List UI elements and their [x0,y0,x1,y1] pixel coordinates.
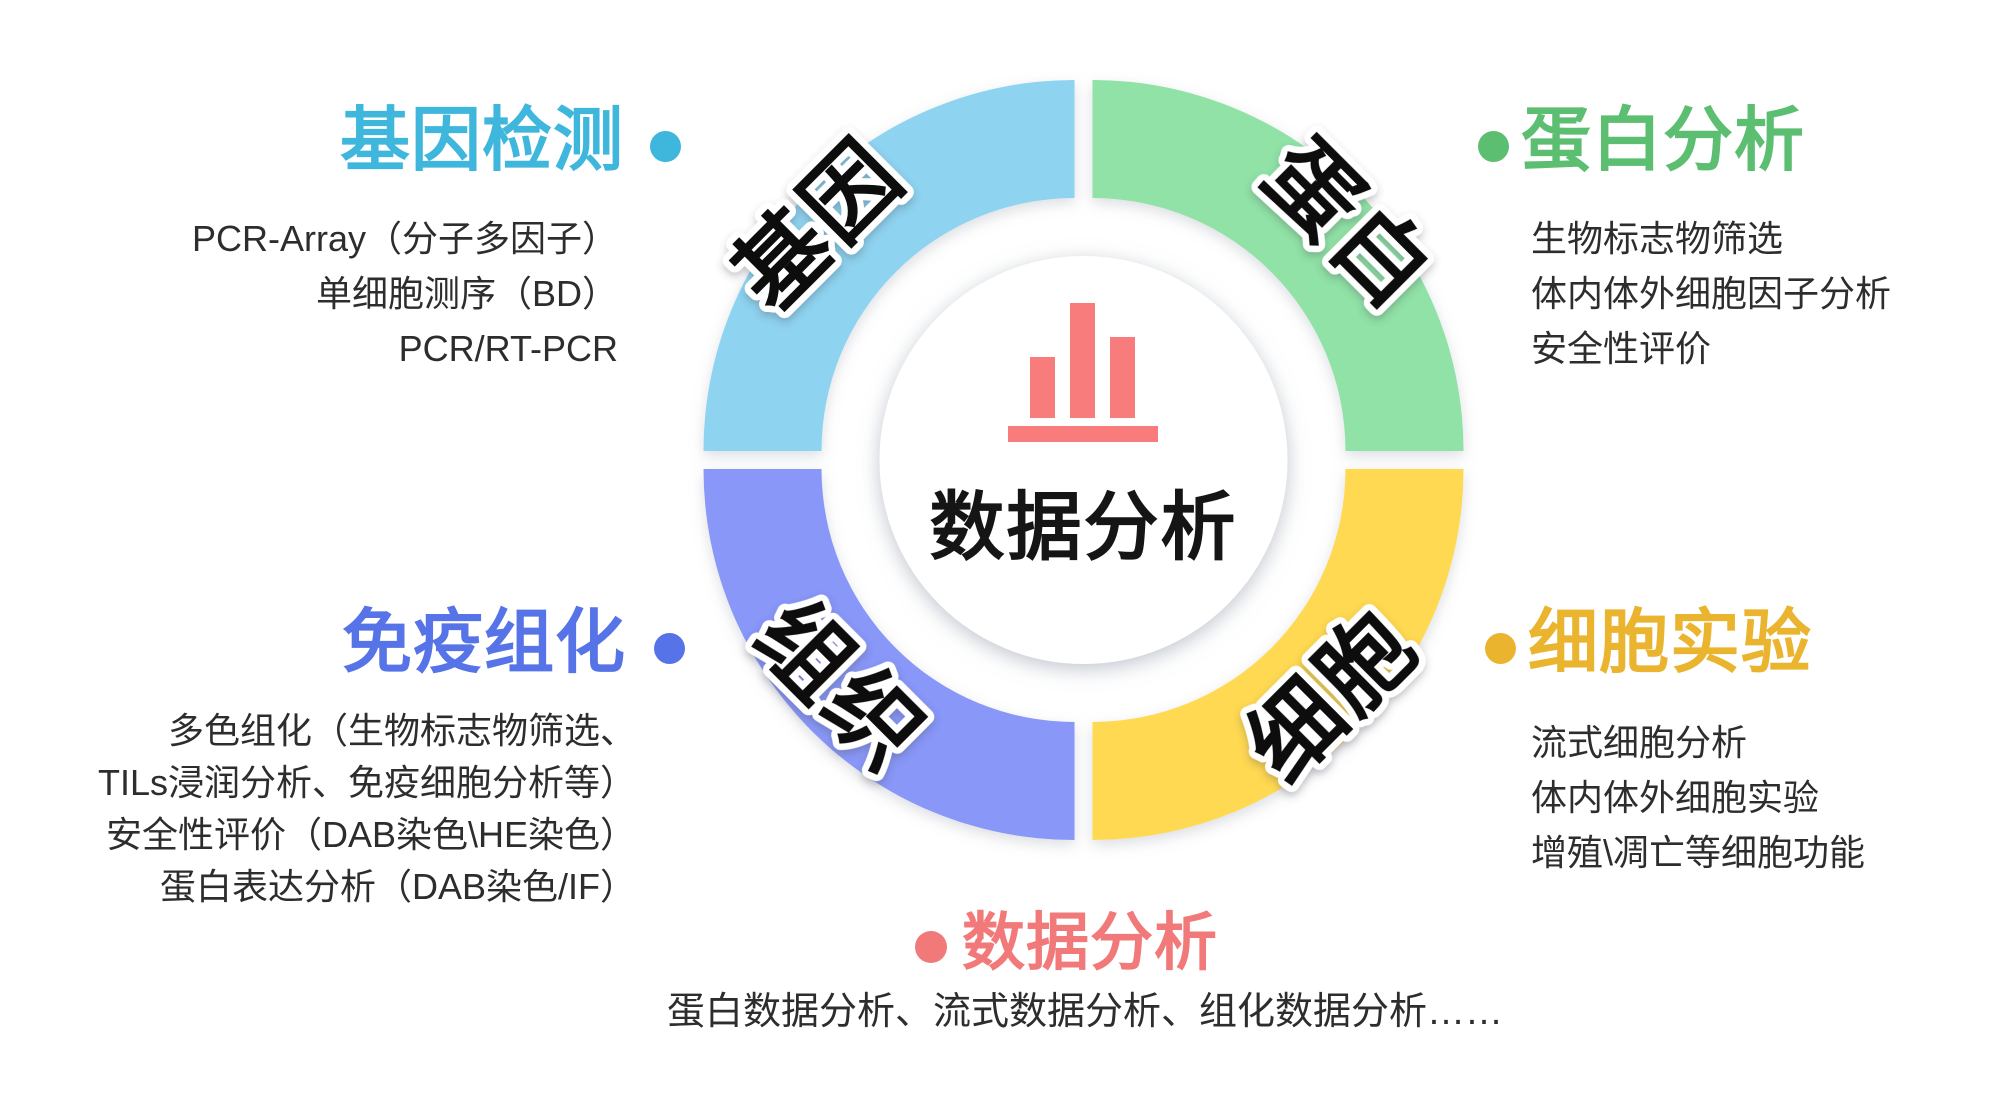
section-data-analysis-list: 蛋白数据分析、流式数据分析、组化数据分析…… [666,991,1503,1033]
section-gene-testing: 基因检测 PCR-Array（分子多因子） 单细胞测序（BD） PCR/RT-P… [192,103,681,376]
ring-segment-gene [703,80,1075,451]
section-gene-title-row: 基因检测 [340,103,681,177]
section-cell-title-row: 细胞实验 [1485,605,1812,679]
ring-segment-tissue [703,469,1075,840]
section-protein-title: 蛋白分析 [1521,101,1805,179]
section-ihc-title-row: 免疫组化 [342,605,685,679]
ring-segment-cell [1092,469,1464,840]
section-cell-experiment: 细胞实验 流式细胞分析 体内体外细胞实验 增殖\凋亡等细胞功能 [1485,605,1865,880]
list-item: PCR/RT-PCR [398,328,618,369]
list-item: 生物标志物筛选 [1531,218,1784,259]
section-gene-title: 基因检测 [340,101,624,179]
list-item: 体内体外细胞实验 [1531,777,1820,818]
list-item: 单细胞测序（BD） [315,273,618,314]
section-protein-analysis: 蛋白分析 生物标志物筛选 体内体外细胞因子分析 安全性评价 [1478,103,1891,376]
section-gene-list: PCR-Array（分子多因子） 单细胞测序（BD） PCR/RT-PCR [192,211,618,376]
section-immunohistochemistry: 免疫组化 多色组化（生物标志物筛选、 TILs浸润分析、免疫细胞分析等） 安全性… [98,605,685,913]
bullet-dot-green [1478,130,1509,162]
list-item: 安全性评价 [1531,328,1712,369]
list-item: 体内体外细胞因子分析 [1531,273,1892,314]
list-item: TILs浸润分析、免疫细胞分析等） [97,762,636,803]
section-ihc-title: 免疫组化 [342,603,626,681]
section-cell-list: 流式细胞分析 体内体外细胞实验 增殖\凋亡等细胞功能 [1531,715,1865,880]
section-protein-list: 生物标志物筛选 体内体外细胞因子分析 安全性评价 [1531,211,1891,376]
section-data-analysis-title-row: 数据分析 [915,910,1218,977]
list-item: 流式细胞分析 [1531,722,1748,763]
section-protein-title-row: 蛋白分析 [1478,103,1805,177]
center-label: 数据分析 [929,485,1237,569]
section-data-analysis-title: 数据分析 [962,908,1218,978]
list-item: 安全性评价（DAB染色\HE染色） [105,814,636,855]
list-item: 多色组化（生物标志物筛选、 [167,710,636,751]
section-cell-title: 细胞实验 [1528,603,1812,681]
bullet-dot-amber [1485,632,1516,664]
bullet-dot-pink [915,930,947,963]
list-item: PCR-Array（分子多因子） [191,218,618,259]
section-ihc-list: 多色组化（生物标志物筛选、 TILs浸润分析、免疫细胞分析等） 安全性评价（DA… [98,705,636,913]
bullet-dot-blue [654,632,685,664]
list-item: 增殖\凋亡等细胞功能 [1531,832,1866,873]
center-hub-circle [879,256,1288,664]
bar-chart-icon [1008,303,1158,442]
ring-segment-protein [1092,80,1464,451]
bullet-dot-cyan [650,130,681,162]
list-item: 蛋白表达分析（DAB染色/IF） [159,866,636,907]
